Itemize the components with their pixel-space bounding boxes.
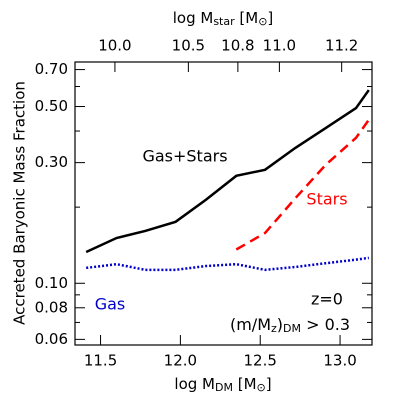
x-axis-label: log MDM [M⊙] <box>174 375 271 395</box>
top-axis-label: log Mstar [M⊙] <box>173 9 274 29</box>
top-tick-label: 11.2 <box>325 37 358 55</box>
series-line <box>86 256 369 272</box>
y-tick-label: 0.70 <box>35 60 68 78</box>
x-tick-label: 13.0 <box>323 352 356 370</box>
x-tick-label: 12.5 <box>244 352 277 370</box>
top-tick-label: 10.5 <box>172 37 205 55</box>
series-line <box>235 119 370 251</box>
series-label: Gas <box>95 295 126 314</box>
series-label: Stars <box>306 190 347 209</box>
series-label: Gas+Stars <box>142 147 227 166</box>
y-axis-label: Accreted Baryonic Mass Fraction <box>11 81 29 325</box>
top-tick-label: 10.0 <box>98 37 131 55</box>
y-tick-label: 0.30 <box>35 153 68 171</box>
plot-frame <box>74 61 373 346</box>
x-tick-label: 12.0 <box>164 352 197 370</box>
x-tick-label: 11.5 <box>84 352 117 370</box>
y-tick-label: 0.50 <box>35 97 68 115</box>
cut-label: (m/Mz)DM > 0.3 <box>230 315 350 336</box>
redshift-label: z=0 <box>311 290 343 309</box>
y-tick-label: 0.06 <box>35 330 68 348</box>
y-tick-label: 0.10 <box>35 274 68 292</box>
series-line <box>85 89 370 254</box>
top-tick-label: 11.0 <box>263 37 296 55</box>
top-tick-label: 10.8 <box>221 37 254 55</box>
y-tick-label: 0.08 <box>35 298 68 316</box>
